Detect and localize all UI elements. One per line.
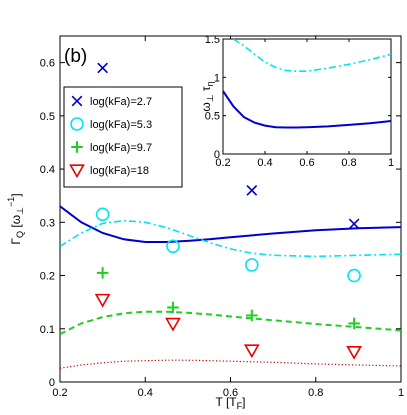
data-marker-circle (166, 239, 180, 254)
data-marker-plus (167, 301, 179, 314)
data-marker-circle (347, 268, 361, 283)
inset-x-tick-label: 0.2 (215, 157, 230, 169)
data-marker-circle (95, 207, 110, 222)
data-marker-x (348, 218, 360, 230)
main-y-tick-label: 0.5 (40, 111, 55, 123)
main-curves (60, 205, 401, 369)
main-curve-dashed (60, 310, 401, 335)
main-x-tick-label: 0.8 (308, 387, 323, 399)
data-marker-x (97, 62, 108, 74)
inset-plot: 0.2 0.4 0.6 0.8 1 0 0.5 1 1.5 ω⊥ τη (199, 34, 394, 169)
legend-marker-x (71, 95, 83, 107)
data-marker-plus (246, 309, 258, 322)
inset-y-axis-label: ω⊥ τη (199, 81, 215, 111)
data-marker-plus (96, 267, 109, 279)
data-marker-circle (245, 258, 259, 272)
inset-curves (223, 39, 391, 129)
main-x-tick-label: 0.6 (223, 387, 238, 399)
inset-y-tick-label: 0.5 (205, 111, 220, 123)
main-curve-solid (60, 205, 401, 243)
main-curve-dashdot (60, 219, 401, 258)
main-y-tick-label: 0.6 (40, 58, 55, 70)
legend-entry-label: log(kFa)=9.7 (90, 142, 152, 154)
data-marker-triangle-down (94, 293, 111, 308)
inset-y-tick-label: 1.5 (205, 34, 220, 46)
data-marker-x (246, 185, 258, 196)
inset-x-tick-label: 0.4 (257, 157, 272, 169)
inset-x-tick-label: 1 (388, 157, 394, 169)
main-x-tick-label: 0.4 (138, 387, 153, 399)
main-y-tick-label: 0.4 (40, 164, 55, 176)
main-y-tick-label: 0.2 (40, 271, 55, 283)
inset-curve-dashdot (233, 39, 391, 72)
main-y-tick-label: 0 (49, 377, 55, 389)
inset-x-tick-label: 0.6 (299, 157, 314, 169)
inset-x-tick-label: 0.8 (341, 157, 356, 169)
legend-marker-triangle-down (69, 164, 85, 179)
main-x-tick-label: 1 (398, 387, 404, 399)
main-x-tick-label: 0.2 (52, 387, 67, 399)
data-marker-triangle-down (346, 345, 362, 360)
data-marker-triangle-down (243, 344, 260, 359)
main-x-axis-label: T [TF] (216, 395, 246, 411)
legend-marker-circle (70, 117, 84, 131)
main-y-tick-label: 0.3 (40, 217, 55, 229)
legend-entry-label: log(kFa)=2.7 (90, 96, 152, 108)
data-marker-triangle-down (165, 317, 181, 332)
main-y-tick-label: 0.1 (40, 324, 55, 336)
legend-entry-label: log(kFa)=18 (90, 165, 149, 177)
data-marker-plus (348, 317, 360, 330)
panel-label: (b) (64, 46, 87, 67)
main-y-axis-label: ΓQ [ω⊥−1] (6, 193, 25, 244)
inset-plot-frame (222, 38, 392, 155)
legend-entry-label: log(kFa)=5.3 (90, 119, 152, 131)
legend: log(kFa)=2.7 log(kFa)=5.3 log(kFa)=9.7 log(… (63, 86, 183, 188)
inset-y-tick-label: 1 (214, 72, 220, 84)
inset-y-tick-label: 0 (214, 149, 220, 161)
legend-marker-plus (71, 141, 83, 153)
inset-curve-solid (223, 90, 391, 129)
